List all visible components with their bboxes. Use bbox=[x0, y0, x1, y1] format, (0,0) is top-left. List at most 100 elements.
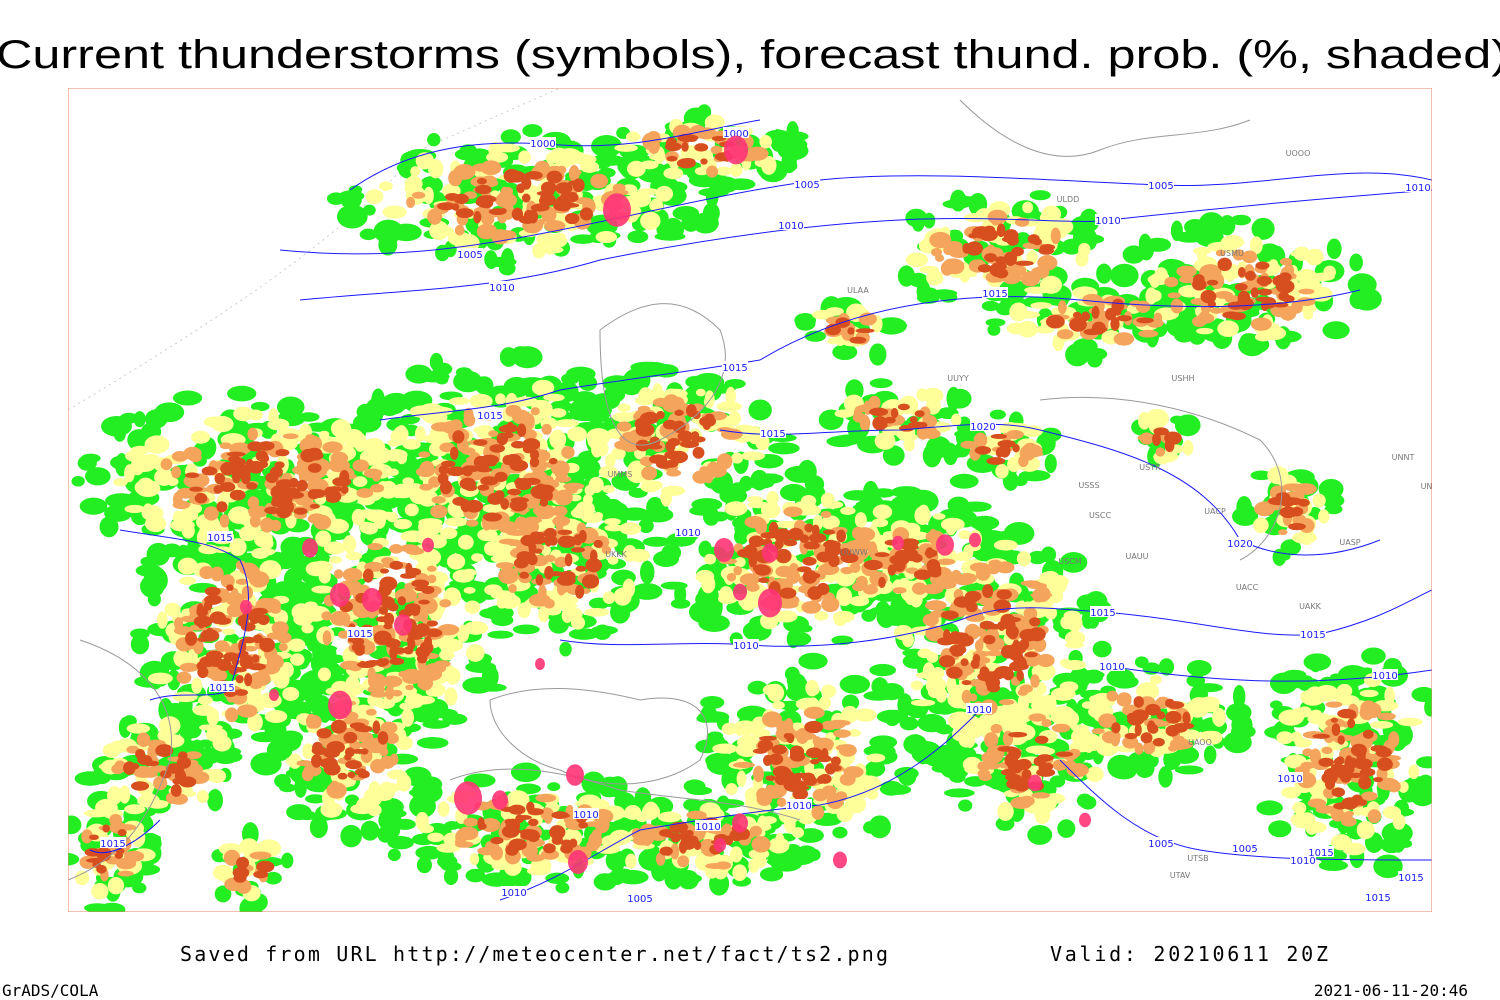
shading bbox=[1277, 529, 1288, 536]
shading bbox=[316, 562, 332, 572]
shading bbox=[695, 739, 718, 754]
shading bbox=[677, 855, 689, 868]
shading bbox=[681, 157, 696, 166]
shading bbox=[808, 685, 820, 696]
shading bbox=[156, 611, 168, 629]
shading bbox=[681, 212, 701, 232]
shading bbox=[554, 514, 565, 530]
shading bbox=[570, 234, 596, 244]
shading bbox=[1347, 273, 1377, 297]
shading bbox=[1318, 478, 1344, 500]
shading bbox=[282, 686, 300, 701]
shading bbox=[1193, 247, 1212, 255]
shading bbox=[387, 848, 401, 862]
shading bbox=[836, 587, 853, 607]
shading bbox=[340, 824, 362, 848]
shading bbox=[812, 788, 829, 802]
shading bbox=[779, 483, 808, 502]
shading bbox=[160, 458, 173, 471]
shading bbox=[191, 677, 203, 694]
shading bbox=[235, 674, 244, 684]
shading bbox=[1275, 279, 1295, 294]
shading bbox=[1106, 690, 1119, 702]
shading bbox=[706, 461, 720, 475]
shading bbox=[787, 632, 812, 646]
shading bbox=[113, 426, 126, 442]
shading bbox=[776, 720, 794, 735]
shading bbox=[236, 704, 258, 718]
shading bbox=[282, 433, 299, 440]
shading bbox=[666, 155, 678, 162]
shading bbox=[847, 729, 862, 737]
shading bbox=[393, 518, 413, 530]
shading bbox=[665, 136, 677, 151]
shading bbox=[751, 836, 771, 853]
shading bbox=[1282, 483, 1304, 491]
shading bbox=[915, 671, 940, 679]
shading bbox=[905, 252, 929, 268]
shading bbox=[380, 658, 390, 666]
shading bbox=[985, 318, 1006, 327]
shading bbox=[396, 773, 412, 792]
shading bbox=[293, 507, 308, 515]
shading bbox=[445, 667, 461, 685]
shading bbox=[781, 131, 809, 142]
shading bbox=[831, 635, 854, 645]
shading bbox=[247, 441, 264, 452]
shading bbox=[358, 660, 367, 668]
shading bbox=[404, 603, 421, 614]
shading bbox=[154, 468, 175, 486]
shading bbox=[549, 429, 567, 449]
shading bbox=[983, 762, 1001, 770]
shading bbox=[1164, 276, 1179, 288]
shading bbox=[1250, 317, 1272, 331]
shading bbox=[1122, 245, 1145, 264]
shading bbox=[728, 411, 741, 426]
shading bbox=[546, 170, 563, 184]
shading bbox=[448, 397, 470, 405]
shading bbox=[167, 669, 181, 691]
shading bbox=[1323, 265, 1336, 279]
shading bbox=[344, 543, 356, 553]
shading bbox=[869, 663, 896, 677]
shading bbox=[579, 160, 600, 173]
shading bbox=[290, 653, 305, 666]
shading bbox=[640, 211, 661, 231]
shading bbox=[522, 438, 541, 451]
shading bbox=[359, 228, 378, 241]
shading bbox=[704, 390, 715, 409]
shading bbox=[264, 506, 281, 515]
shading bbox=[733, 528, 749, 545]
shading bbox=[457, 826, 479, 841]
shading bbox=[910, 699, 936, 707]
shading bbox=[1257, 288, 1273, 296]
shading bbox=[109, 740, 126, 754]
shading bbox=[1136, 317, 1154, 324]
shading bbox=[179, 509, 199, 522]
shading bbox=[1036, 682, 1047, 695]
shading bbox=[454, 236, 465, 248]
shading bbox=[426, 565, 437, 572]
shading bbox=[604, 453, 616, 468]
shading bbox=[484, 605, 514, 621]
shading bbox=[172, 491, 183, 508]
shading bbox=[390, 223, 422, 242]
shading bbox=[704, 114, 725, 131]
shading bbox=[641, 466, 658, 481]
shading bbox=[239, 525, 258, 542]
shading bbox=[402, 668, 423, 680]
map: 1000100010051005101010101005101010101015… bbox=[68, 88, 1432, 912]
shading bbox=[359, 741, 376, 749]
shading bbox=[661, 871, 692, 881]
shading bbox=[1249, 236, 1263, 255]
shading bbox=[759, 867, 784, 882]
shading bbox=[408, 788, 435, 798]
shading bbox=[429, 352, 443, 371]
shading bbox=[1049, 587, 1064, 603]
shading bbox=[323, 541, 346, 555]
shading bbox=[1303, 653, 1332, 671]
shading bbox=[1017, 320, 1038, 338]
shading bbox=[446, 553, 466, 570]
shading bbox=[625, 853, 637, 869]
shading bbox=[544, 220, 566, 233]
